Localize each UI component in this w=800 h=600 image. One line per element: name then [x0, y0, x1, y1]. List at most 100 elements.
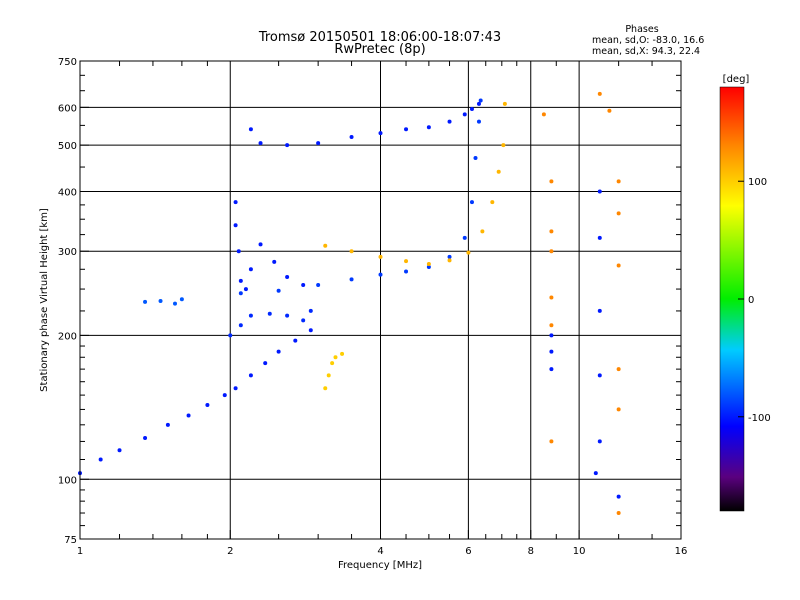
data-point	[549, 439, 554, 444]
data-point	[117, 448, 122, 453]
data-point	[258, 141, 263, 146]
data-point	[205, 403, 210, 408]
data-point	[276, 349, 281, 354]
data-point	[447, 258, 452, 263]
data-point	[272, 259, 277, 264]
data-point	[597, 373, 602, 378]
data-point	[316, 141, 321, 146]
data-point	[349, 249, 354, 254]
data-point	[378, 254, 383, 259]
data-point	[143, 299, 148, 304]
data-point	[593, 471, 598, 476]
plot-frame	[79, 60, 682, 540]
data-point	[597, 308, 602, 313]
y-tick-label: 100	[58, 475, 77, 486]
data-point	[340, 351, 345, 356]
data-point	[549, 333, 554, 338]
data-point	[285, 143, 290, 148]
data-point	[549, 323, 554, 328]
data-point	[501, 143, 506, 148]
y-tick-label: 500	[58, 141, 77, 152]
data-point	[222, 393, 227, 398]
data-point	[478, 98, 483, 103]
data-point	[549, 229, 554, 234]
y-axis-label: Stationary phase Virtual Height [km]	[39, 208, 50, 392]
data-point	[248, 313, 253, 318]
data-point	[549, 179, 554, 184]
colorbar-label: [deg]	[723, 74, 750, 85]
data-point	[616, 367, 621, 372]
y-tick-label: 200	[58, 331, 77, 342]
data-point	[233, 223, 238, 228]
data-point	[258, 242, 263, 247]
data-point	[238, 291, 243, 296]
data-points	[78, 91, 621, 516]
data-point	[308, 328, 313, 333]
data-point	[426, 265, 431, 270]
data-point	[323, 243, 328, 248]
data-point	[293, 338, 298, 343]
data-point	[490, 200, 495, 205]
x-tick-label: 16	[675, 546, 688, 557]
x-tick-label: 8	[528, 546, 534, 557]
data-point	[597, 91, 602, 96]
data-point	[378, 272, 383, 277]
data-point	[316, 282, 321, 287]
data-point	[462, 235, 467, 240]
data-point	[267, 311, 272, 316]
data-point	[233, 386, 238, 391]
data-point	[462, 112, 467, 117]
data-point	[476, 119, 481, 124]
data-point	[248, 373, 253, 378]
colorbar-ticks: 100 0 -100	[738, 177, 771, 424]
data-point	[378, 131, 383, 136]
data-point	[233, 200, 238, 205]
x-tick-label: 2	[227, 546, 233, 557]
colorbar-tick-label: 0	[748, 295, 754, 306]
data-point	[616, 263, 621, 268]
data-point	[285, 274, 290, 279]
data-point	[597, 189, 602, 194]
data-point	[473, 156, 478, 161]
x-tick-label: 1	[77, 546, 83, 557]
data-point	[616, 511, 621, 516]
phases-heading: Phases	[625, 24, 658, 35]
data-point	[285, 313, 290, 318]
data-point	[426, 262, 431, 267]
data-point	[248, 127, 253, 132]
y-tick-label: 750	[58, 57, 77, 68]
chart-title: Tromsø 20150501 18:06:00-18:07:43	[258, 30, 501, 45]
data-point	[349, 277, 354, 282]
data-point	[349, 135, 354, 140]
colorbar-tick-label: 100	[748, 177, 767, 188]
data-point	[476, 101, 481, 106]
data-point	[616, 494, 621, 499]
y-tick-label: 300	[58, 247, 77, 258]
data-point	[502, 101, 507, 106]
data-point	[597, 439, 602, 444]
data-point	[469, 200, 474, 205]
y-tick-label: 400	[58, 187, 77, 198]
y-tick-label: 600	[58, 103, 77, 114]
data-point	[179, 297, 184, 302]
data-point	[326, 373, 331, 378]
phases-x-stat: mean, sd,X: 94.3, 22.4	[592, 46, 700, 57]
data-point	[469, 107, 474, 112]
data-point	[165, 422, 170, 427]
data-point	[158, 299, 163, 304]
data-point	[597, 235, 602, 240]
x-tick-label: 10	[573, 546, 586, 557]
data-point	[404, 269, 409, 274]
data-point	[496, 169, 501, 174]
data-point	[301, 282, 306, 287]
data-point	[447, 119, 452, 124]
data-point	[549, 295, 554, 300]
data-point	[243, 287, 248, 292]
y-tick-label: 75	[64, 535, 77, 546]
colorbar-tick-label: -100	[748, 413, 771, 424]
data-point	[616, 211, 621, 216]
data-point	[143, 435, 148, 440]
data-point	[404, 127, 409, 132]
data-point	[323, 386, 328, 391]
